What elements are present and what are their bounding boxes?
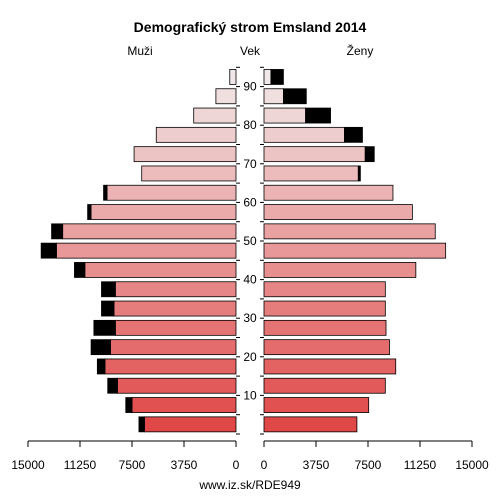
male-x-tick-label: 0 xyxy=(233,458,240,472)
female-excess-bar-65-69 xyxy=(357,165,361,182)
male-x-tick-label: 7500 xyxy=(119,458,146,472)
male-bar-25-29 xyxy=(114,319,237,336)
male-bar-20-24 xyxy=(110,339,237,356)
female-bar-20-24 xyxy=(263,339,390,356)
female-bar-15-19 xyxy=(263,358,397,375)
male-bar-70-74 xyxy=(133,146,237,163)
male-excess-bar-45-49 xyxy=(40,242,57,259)
female-x-tick-label: 7500 xyxy=(355,458,382,472)
male-bar-35-39 xyxy=(114,281,237,298)
female-bar-10-14 xyxy=(263,377,386,394)
female-bar-35-39 xyxy=(263,281,386,298)
age-tick-label: 20 xyxy=(243,350,257,364)
male-excess-bar-10-14 xyxy=(107,377,118,394)
female-excess-bar-80-84 xyxy=(305,107,331,124)
male-bar-0-4 xyxy=(144,416,237,433)
male-label: Muži xyxy=(127,44,152,58)
female-label: Ženy xyxy=(347,43,374,58)
female-x-tick-label: 0 xyxy=(261,458,268,472)
female-excess-bar-85-89 xyxy=(283,88,307,105)
male-bar-80-84 xyxy=(193,107,237,124)
female-bar-55-59 xyxy=(263,204,413,220)
male-x-tick-label: 15000 xyxy=(11,458,45,472)
male-x-tick-label: 11250 xyxy=(64,458,97,472)
female-bar-45-49 xyxy=(263,242,447,259)
male-bar-90+ xyxy=(229,69,237,85)
male-excess-bar-15-19 xyxy=(96,358,106,375)
male-excess-bar-50-54 xyxy=(51,223,64,240)
male-excess-bar-60-64 xyxy=(103,184,108,201)
male-x-tick-label: 3750 xyxy=(171,458,198,472)
female-bar-90+ xyxy=(263,69,272,85)
male-bar-15-19 xyxy=(104,358,237,375)
male-excess-bar-35-39 xyxy=(101,281,116,298)
female-bar-65-69 xyxy=(263,165,359,182)
female-bars xyxy=(263,69,447,433)
age-tick-label: 30 xyxy=(243,311,257,325)
female-bar-50-54 xyxy=(263,223,436,240)
female-x-tick-label: 15000 xyxy=(455,458,489,472)
age-tick-label: 60 xyxy=(243,195,257,209)
male-bar-85-89 xyxy=(215,88,237,105)
male-bar-75-79 xyxy=(155,126,237,143)
source-label: www.iz.sk/RDE949 xyxy=(198,478,301,492)
female-x-tick-label: 11250 xyxy=(404,458,437,472)
male-excess-bar-5-9 xyxy=(125,397,133,413)
age-tick-label: 70 xyxy=(243,157,257,171)
female-bar-75-79 xyxy=(263,126,345,143)
female-bar-85-89 xyxy=(263,88,284,105)
female-bar-25-29 xyxy=(263,319,387,336)
female-bar-30-34 xyxy=(263,300,386,317)
age-tick-label: 40 xyxy=(243,273,257,287)
male-excess-bar-20-24 xyxy=(90,339,111,356)
male-excess-bar-0-4 xyxy=(138,416,145,433)
male-bar-55-59 xyxy=(90,204,237,220)
male-bar-30-34 xyxy=(113,300,237,317)
age-tick-label: 50 xyxy=(243,234,257,248)
male-bar-45-49 xyxy=(56,242,237,259)
age-tick-label: 10 xyxy=(243,388,257,402)
male-excess-bar-55-59 xyxy=(87,204,92,220)
female-bar-0-4 xyxy=(263,416,358,433)
female-excess-bar-90+ xyxy=(270,69,284,85)
female-excess-bar-75-79 xyxy=(344,126,363,143)
female-bar-60-64 xyxy=(263,184,394,201)
x-axis: 15000 11250 7500 3750 0 0 3750 7500 11250 15000 xyxy=(11,440,489,472)
female-excess-bar-70-74 xyxy=(364,146,375,163)
female-bar-5-9 xyxy=(263,397,370,413)
age-tick-label: 80 xyxy=(243,118,257,132)
age-tick-label: 90 xyxy=(243,80,257,94)
female-bar-40-44 xyxy=(263,262,417,278)
age-axis: 10 20 30 40 50 60 70 80 90 xyxy=(236,66,264,435)
female-bar-70-74 xyxy=(263,146,366,163)
female-x-tick-label: 3750 xyxy=(303,458,330,472)
male-bar-5-9 xyxy=(131,397,237,413)
male-excess-bar-40-44 xyxy=(74,262,86,278)
male-bar-65-69 xyxy=(141,165,237,182)
male-bar-10-14 xyxy=(117,377,237,394)
male-bars xyxy=(40,69,237,433)
female-bar-80-84 xyxy=(263,107,306,124)
chart-title: Demografický strom Emsland 2014 xyxy=(134,19,367,35)
age-axis-label: Vek xyxy=(240,44,261,58)
male-excess-bar-25-29 xyxy=(93,319,116,336)
male-bar-50-54 xyxy=(62,223,237,240)
male-excess-bar-30-34 xyxy=(101,300,115,317)
male-bar-40-44 xyxy=(84,262,237,278)
male-bar-60-64 xyxy=(106,184,237,201)
